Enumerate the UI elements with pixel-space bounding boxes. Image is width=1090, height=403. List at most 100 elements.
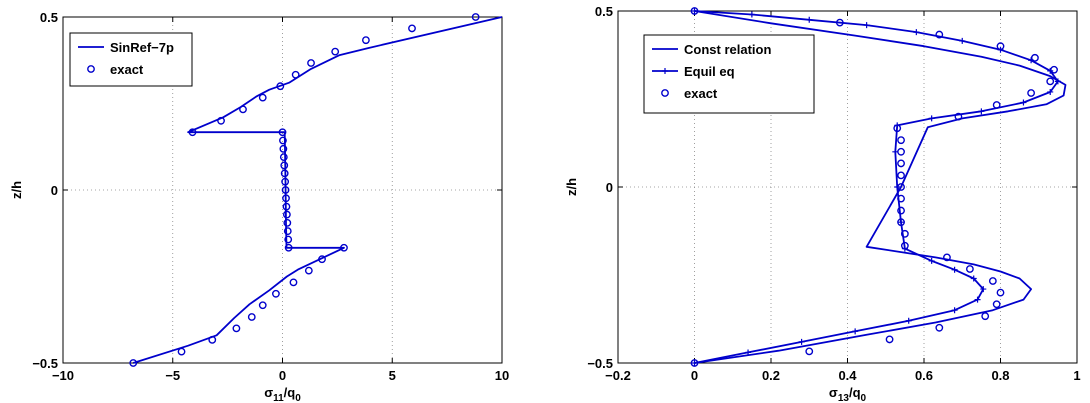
plus-marker xyxy=(806,16,813,23)
circle-marker xyxy=(471,13,480,21)
circle-marker xyxy=(996,288,1005,297)
circle-marker xyxy=(690,359,699,367)
x-tick-label: −5 xyxy=(165,368,180,383)
circle-marker xyxy=(897,183,905,191)
y-tick-label: −0.5 xyxy=(32,356,58,371)
plus-marker xyxy=(1047,67,1054,74)
plus-marker xyxy=(1047,88,1054,95)
circle-marker xyxy=(318,255,326,264)
x-tick-label: 0 xyxy=(691,368,698,383)
plus-marker xyxy=(863,22,870,29)
legend-circle-marker xyxy=(661,89,669,97)
circle-marker xyxy=(280,161,289,170)
circle-marker xyxy=(885,335,894,344)
legend-box xyxy=(643,34,815,114)
circle-marker xyxy=(280,169,289,178)
circle-marker xyxy=(408,24,416,33)
circle-marker xyxy=(897,206,905,215)
circle-marker xyxy=(954,112,963,121)
plus-marker xyxy=(905,317,912,324)
circle-marker xyxy=(279,144,288,153)
y-tick-label: 0 xyxy=(606,180,613,195)
circle-marker xyxy=(331,47,340,56)
circle-marker xyxy=(284,235,293,244)
legend-label: Const relation xyxy=(684,42,771,57)
circle-marker xyxy=(1046,77,1055,86)
x-tick-label: 1 xyxy=(1073,368,1080,383)
plus-marker xyxy=(798,338,805,345)
plus-marker xyxy=(959,37,966,44)
circle-marker xyxy=(247,313,256,321)
circle-marker xyxy=(208,335,217,344)
circle-marker xyxy=(1050,65,1058,74)
circle-marker xyxy=(239,105,247,114)
circle-marker xyxy=(893,124,902,133)
series-3 xyxy=(690,7,1058,367)
circle-marker xyxy=(340,243,348,252)
circle-marker xyxy=(129,359,138,367)
circle-marker xyxy=(272,289,280,298)
x-tick-label: −10 xyxy=(52,368,74,383)
plus-marker xyxy=(1054,78,1061,85)
y-axis-label: z/h xyxy=(9,181,24,199)
circle-marker xyxy=(981,312,990,321)
circle-marker xyxy=(291,70,300,79)
circle-marker xyxy=(690,7,699,15)
plus-marker xyxy=(691,8,698,14)
circle-marker xyxy=(278,128,287,137)
plus-marker xyxy=(978,108,985,115)
plus-marker xyxy=(898,219,905,226)
x-tick-label: 10 xyxy=(495,368,509,383)
x-tick-label: 0.6 xyxy=(915,368,933,383)
legend-plus-marker xyxy=(662,68,668,74)
circle-marker xyxy=(897,159,905,168)
circle-marker xyxy=(362,36,370,45)
series-1 xyxy=(694,10,1067,364)
circle-marker xyxy=(281,186,290,194)
circle-marker xyxy=(281,177,290,186)
circle-marker xyxy=(188,128,197,137)
legend-circle-marker xyxy=(87,65,95,73)
y-axis-label: z/h xyxy=(564,178,579,196)
series-line xyxy=(694,10,1067,364)
legend-label: SinRef−7p xyxy=(110,40,174,55)
legend-box xyxy=(69,32,193,87)
circle-marker xyxy=(966,265,974,273)
legend: Const relation Equil eq exact xyxy=(643,34,815,114)
circle-marker xyxy=(217,116,225,125)
circle-marker xyxy=(307,59,315,67)
plus-marker xyxy=(745,349,752,356)
plus-marker xyxy=(691,360,698,366)
plus-marker xyxy=(928,257,935,264)
circle-marker xyxy=(992,101,1001,109)
circle-marker xyxy=(835,18,844,27)
y-tick-label: −0.5 xyxy=(587,356,613,371)
circle-marker xyxy=(279,153,288,162)
plus-marker xyxy=(928,115,935,122)
series-1 xyxy=(132,16,503,364)
plus-marker xyxy=(951,307,958,314)
x-tick-label: 0.2 xyxy=(762,368,780,383)
plus-marker xyxy=(974,296,981,303)
circle-marker xyxy=(282,194,290,203)
plus-marker xyxy=(1020,99,1027,106)
circle-marker xyxy=(805,347,814,356)
circle-marker xyxy=(284,243,293,252)
y-tick-label: 0 xyxy=(51,183,58,198)
circle-marker xyxy=(900,229,909,238)
plus-marker xyxy=(980,286,987,293)
circle-marker xyxy=(283,227,292,236)
circle-marker xyxy=(283,218,292,227)
x-tick-label: 0.8 xyxy=(991,368,1009,383)
circle-marker xyxy=(279,136,287,145)
circle-marker xyxy=(897,194,905,203)
circle-marker xyxy=(935,30,944,39)
circle-marker xyxy=(304,266,313,275)
circle-marker xyxy=(258,301,267,310)
circle-marker xyxy=(276,82,285,91)
plus-marker xyxy=(970,275,977,282)
series-line xyxy=(694,10,1059,364)
x-tick-label: 0.4 xyxy=(838,368,857,383)
circle-marker xyxy=(943,253,951,262)
circle-marker xyxy=(177,347,186,356)
